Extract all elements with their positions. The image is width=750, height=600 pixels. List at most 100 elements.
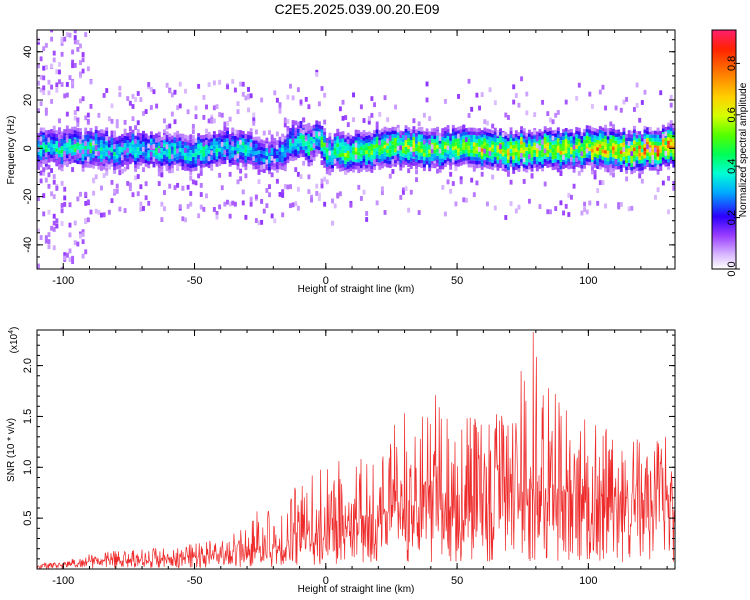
heat-cell	[60, 156, 64, 161]
heat-speckle	[493, 100, 497, 106]
heat-cell	[457, 130, 461, 134]
heat-cell	[583, 139, 587, 144]
heat-cell	[178, 133, 182, 138]
heat-cell	[100, 132, 103, 137]
heat-speckle	[275, 131, 279, 137]
heat-cell	[669, 138, 673, 142]
heat-speckle	[134, 125, 138, 131]
heat-cell	[625, 144, 629, 149]
heat-cell	[212, 152, 216, 157]
heat-cell	[409, 150, 413, 155]
heat-cell	[488, 143, 492, 148]
heat-cell	[580, 136, 584, 140]
heat-cell	[173, 154, 177, 158]
heat-cell	[580, 157, 584, 162]
heat-speckle	[341, 99, 345, 105]
heat-speckle	[241, 81, 245, 87]
heat-cell	[572, 140, 576, 144]
heat-speckle	[52, 227, 56, 232]
heat-cell	[37, 140, 40, 144]
heat-speckle	[499, 159, 503, 165]
heat-cell	[338, 164, 342, 169]
heat-cell	[228, 144, 232, 149]
heat-cell	[415, 154, 418, 159]
heat-cell	[538, 136, 542, 140]
heat-cell	[659, 149, 663, 153]
heat-cell	[567, 147, 571, 152]
heat-cell	[205, 134, 208, 138]
heat-speckle	[583, 207, 587, 212]
heat-cell	[320, 129, 324, 134]
heat-speckle	[231, 200, 235, 206]
heat-cell	[514, 155, 518, 160]
heat-cell	[81, 153, 85, 158]
heat-cell	[583, 128, 587, 133]
heat-cell	[491, 133, 495, 138]
heat-cell	[420, 159, 424, 164]
heat-cell	[485, 146, 489, 151]
heat-cell	[457, 155, 461, 160]
heat-cell	[443, 152, 447, 157]
heat-speckle	[173, 89, 177, 95]
heat-cell	[425, 128, 429, 133]
heat-cell	[391, 130, 395, 134]
heat-cell	[454, 131, 458, 135]
heat-cell	[312, 153, 316, 158]
heat-speckle	[443, 211, 447, 217]
heat-speckle	[55, 69, 59, 75]
heat-cell	[228, 162, 232, 167]
heat-speckle	[588, 200, 592, 206]
heat-cell	[478, 142, 482, 147]
heat-speckle	[304, 96, 308, 102]
y-tick-label: 2.0	[22, 358, 34, 373]
heat-cell	[470, 149, 474, 153]
heat-speckle	[580, 210, 584, 216]
heat-speckle	[302, 117, 306, 123]
heat-cell	[401, 163, 405, 168]
heat-cell	[425, 150, 429, 154]
heat-cell	[548, 159, 552, 164]
heat-cell	[632, 165, 636, 170]
heat-cell	[601, 156, 605, 161]
snr-frame	[36, 329, 676, 570]
heat-cell	[551, 159, 555, 163]
heat-cell	[50, 143, 54, 148]
heat-cell	[590, 134, 594, 139]
heat-cell	[207, 150, 211, 154]
heat-speckle	[656, 164, 660, 170]
heat-speckle	[170, 168, 174, 174]
heat-cell	[538, 161, 542, 166]
heat-cell	[569, 147, 573, 151]
heat-speckle	[39, 74, 43, 80]
heat-speckle	[299, 174, 303, 180]
heat-cell	[554, 129, 558, 134]
heat-cell	[378, 133, 382, 138]
heat-cell	[635, 160, 639, 164]
heat-cell	[126, 136, 130, 141]
heat-cell	[538, 143, 542, 148]
heat-cell	[428, 167, 432, 172]
x-tick-label: 0	[323, 275, 329, 287]
heat-cell	[530, 153, 534, 158]
heat-cell	[648, 152, 652, 157]
heat-cell	[627, 162, 631, 167]
heat-cell	[467, 160, 471, 164]
heat-cell	[548, 149, 552, 153]
heat-cell	[436, 159, 440, 164]
heat-cell	[359, 146, 363, 151]
heat-speckle	[260, 199, 264, 204]
heat-cell	[449, 148, 453, 152]
heat-cell	[590, 170, 594, 175]
heat-cell	[562, 143, 566, 148]
heat-cell	[415, 132, 418, 137]
heat-cell	[168, 158, 172, 163]
heat-cell	[338, 146, 342, 150]
heat-cell	[551, 130, 555, 134]
heat-cell	[249, 157, 253, 161]
heat-cell	[365, 161, 369, 165]
heat-cell	[430, 128, 434, 132]
heat-cell	[275, 158, 279, 162]
heat-cell	[118, 161, 122, 165]
heat-speckle	[386, 138, 390, 144]
